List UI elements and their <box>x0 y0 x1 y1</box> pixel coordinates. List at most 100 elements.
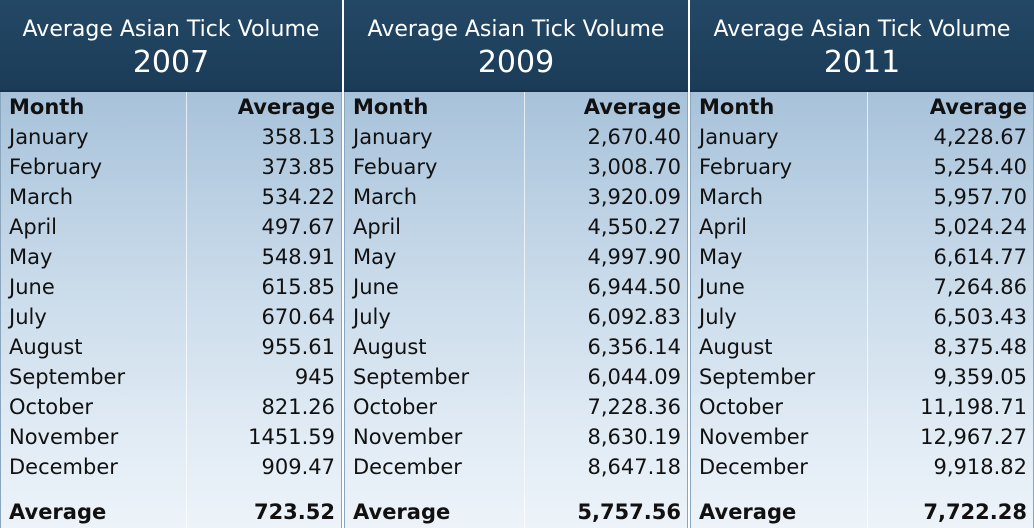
column-header-month: Month <box>699 95 775 119</box>
average-cell: 8,647.18 <box>587 455 681 479</box>
month-cell: March <box>353 185 418 209</box>
average-cell: 6,944.50 <box>587 275 681 299</box>
footer-value: 5,757.56 <box>577 500 681 524</box>
month-cell: September <box>353 365 470 389</box>
table-panel: Average Asian Tick Volume 2011 Month Averag… <box>690 0 1034 528</box>
table-row: May 4,997.90 <box>345 242 687 272</box>
table-row: April 497.67 <box>1 212 341 242</box>
table-year: 2009 <box>477 45 555 80</box>
column-header-average: Average <box>583 95 681 119</box>
average-cell: 615.85 <box>261 275 335 299</box>
month-cell: June <box>353 275 399 299</box>
table-row: September 6,044.09 <box>345 362 687 392</box>
average-cell: 5,024.24 <box>933 215 1027 239</box>
average-cell: 9,918.82 <box>933 455 1027 479</box>
table-row: September 945 <box>1 362 341 392</box>
month-cell: May <box>699 245 743 269</box>
month-cell: January <box>353 125 433 149</box>
table-row: February 373.85 <box>1 152 341 182</box>
average-cell: 11,198.71 <box>920 395 1027 419</box>
average-cell: 670.64 <box>261 305 335 329</box>
table-row: January 4,228.67 <box>691 122 1033 152</box>
average-cell: 12,967.27 <box>920 425 1027 449</box>
table-title: Average Asian Tick Volume <box>367 17 665 42</box>
month-cell: October <box>9 395 94 419</box>
column-divider <box>524 92 525 528</box>
column-header-row: Month Average <box>345 92 687 122</box>
table-header: Average Asian Tick Volume 2007 <box>0 0 342 92</box>
average-cell: 9,359.05 <box>933 365 1027 389</box>
average-cell: 7,264.86 <box>933 275 1027 299</box>
table-row: July 6,092.83 <box>345 302 687 332</box>
month-cell: July <box>353 305 391 329</box>
table-row: June 7,264.86 <box>691 272 1033 302</box>
table-title: Average Asian Tick Volume <box>22 17 320 42</box>
table-row: June 6,944.50 <box>345 272 687 302</box>
average-cell: 1451.59 <box>248 425 335 449</box>
table-row: July 6,503.43 <box>691 302 1033 332</box>
table-body: Month Average January 2,670.40 Febuary 3,008.… <box>344 92 688 528</box>
month-cell: April <box>353 215 401 239</box>
average-cell: 373.85 <box>261 155 335 179</box>
month-cell: November <box>353 425 463 449</box>
table-row: November 12,967.27 <box>691 422 1033 452</box>
table-panel: Average Asian Tick Volume 2007 Month Averag… <box>0 0 342 528</box>
average-cell: 5,254.40 <box>933 155 1027 179</box>
month-cell: March <box>699 185 764 209</box>
month-cell: November <box>699 425 809 449</box>
month-cell: December <box>353 455 462 479</box>
month-cell: November <box>9 425 119 449</box>
average-cell: 548.91 <box>261 245 335 269</box>
month-cell: August <box>353 335 427 359</box>
average-cell: 3,008.70 <box>587 155 681 179</box>
month-cell: February <box>9 155 103 179</box>
month-cell: January <box>699 125 779 149</box>
footer-label: Average <box>353 500 451 524</box>
table-row: Febuary 3,008.70 <box>345 152 687 182</box>
table-row: August 6,356.14 <box>345 332 687 362</box>
column-header-row: Month Average <box>1 92 341 122</box>
table-body: Month Average January 4,228.67 February 5,254… <box>690 92 1034 528</box>
table-header: Average Asian Tick Volume 2011 <box>690 0 1034 92</box>
footer-label: Average <box>699 500 797 524</box>
table-row: June 615.85 <box>1 272 341 302</box>
average-cell: 4,550.27 <box>587 215 681 239</box>
average-footer-row: Average 7,722.28 <box>691 497 1033 527</box>
average-footer-row: Average 723.52 <box>1 497 341 527</box>
month-cell: Febuary <box>353 155 438 179</box>
column-divider <box>186 92 187 528</box>
average-cell: 4,997.90 <box>587 245 681 269</box>
average-cell: 945 <box>294 365 335 389</box>
table-row: April 5,024.24 <box>691 212 1033 242</box>
table-row: October 7,228.36 <box>345 392 687 422</box>
average-cell: 6,044.09 <box>587 365 681 389</box>
average-cell: 8,375.48 <box>933 335 1027 359</box>
month-cell: October <box>699 395 784 419</box>
average-cell: 4,228.67 <box>933 125 1027 149</box>
table-row: November 8,630.19 <box>345 422 687 452</box>
average-cell: 2,670.40 <box>587 125 681 149</box>
average-cell: 6,356.14 <box>587 335 681 359</box>
month-cell: February <box>699 155 793 179</box>
month-cell: September <box>699 365 816 389</box>
table-year: 2007 <box>132 45 210 80</box>
month-cell: April <box>699 215 747 239</box>
table-row: September 9,359.05 <box>691 362 1033 392</box>
average-cell: 5,957.70 <box>933 185 1027 209</box>
month-cell: September <box>9 365 126 389</box>
footer-value: 7,722.28 <box>923 500 1027 524</box>
month-cell: August <box>699 335 773 359</box>
table-row: October 821.26 <box>1 392 341 422</box>
month-cell: June <box>699 275 745 299</box>
month-cell: December <box>9 455 118 479</box>
average-cell: 497.67 <box>261 215 335 239</box>
table-panel: Average Asian Tick Volume 2009 Month Averag… <box>344 0 688 528</box>
month-cell: May <box>353 245 397 269</box>
average-cell: 534.22 <box>261 185 335 209</box>
average-cell: 909.47 <box>261 455 335 479</box>
footer-label: Average <box>9 500 107 524</box>
month-cell: May <box>9 245 53 269</box>
average-cell: 6,614.77 <box>933 245 1027 269</box>
average-cell: 955.61 <box>261 335 335 359</box>
